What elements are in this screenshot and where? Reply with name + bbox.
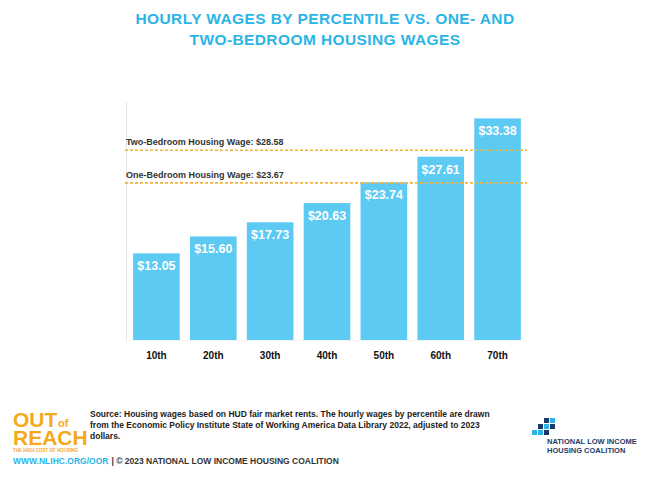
logo-square — [550, 418, 555, 423]
logo-square — [538, 430, 543, 435]
logo-square — [544, 424, 549, 429]
x-tick: 10th — [146, 340, 167, 361]
logo-square — [538, 424, 543, 429]
x-axis: 10th 20th 30th 40th 50th 60th 70th — [129, 340, 527, 361]
reference-line-label: One-Bedroom Housing Wage: $23.67 — [126, 170, 284, 180]
x-tick-label: 40th — [317, 350, 338, 361]
footer-copyright: | © 2023 NATIONAL LOW INCOME HOUSING COA… — [111, 456, 338, 466]
x-tick: 40th — [317, 340, 338, 361]
bar — [247, 222, 294, 340]
title-line: HOURLY WAGES BY PERCENTILE VS. ONE- AND — [135, 10, 514, 27]
organization-name: HOUSING COALITION — [547, 446, 625, 455]
organization-name: NATIONAL LOW INCOME — [547, 437, 637, 446]
x-tick: 50th — [374, 340, 395, 361]
data-label: $27.61 — [422, 163, 460, 177]
data-labels: $13.05 $15.60 $17.73 $20.63 $23.74 $27.61 $33.… — [137, 124, 516, 273]
bars — [133, 118, 521, 340]
x-tick-label: 30th — [260, 350, 281, 361]
bar — [190, 236, 237, 340]
x-tick: 20th — [203, 340, 224, 361]
x-tick: 70th — [487, 340, 508, 361]
reference-line-label: Two-Bedroom Housing Wage: $28.58 — [126, 137, 284, 147]
reference-line — [125, 182, 527, 184]
x-tick-label: 60th — [430, 350, 451, 361]
data-label: $17.73 — [251, 228, 289, 242]
organization-logo: NATIONAL LOW INCOMEHOUSING COALITION — [532, 418, 637, 455]
logo-tagline: THE HIGH COST OF HOUSING — [13, 448, 79, 453]
data-label: $13.05 — [137, 259, 175, 273]
bar — [417, 157, 464, 340]
source: Source: Housing wages based on HUD fair … — [90, 409, 510, 442]
x-tick-label: 10th — [146, 350, 167, 361]
logo-square — [544, 418, 549, 423]
bar — [133, 253, 180, 340]
bar — [361, 182, 408, 340]
chart: HOURLY WAGES BY PERCENTILE VS. ONE- AND T… — [0, 0, 650, 487]
x-tick: 30th — [260, 340, 281, 361]
reference-line — [125, 149, 527, 151]
report-logo: OUTofREACHTHE HIGH COST OF HOUSING — [13, 408, 88, 453]
x-tick-label: 20th — [203, 350, 224, 361]
logo-word: REACH — [13, 426, 88, 449]
bar — [474, 118, 521, 340]
x-tick-label: 50th — [374, 350, 395, 361]
x-tick: 60th — [430, 340, 451, 361]
footer: WWW.NLIHC.ORG/OOR| © 2023 NATIONAL LOW I… — [13, 456, 339, 466]
x-tick-label: 70th — [487, 350, 508, 361]
logo-square — [544, 430, 549, 435]
data-label: $20.63 — [308, 209, 346, 223]
data-label: $23.74 — [365, 188, 403, 202]
bar — [304, 203, 351, 340]
reference-lines: Two-Bedroom Housing Wage: $28.58 One-Bedr… — [125, 137, 527, 183]
x-axis-line — [129, 340, 527, 341]
title: HOURLY WAGES BY PERCENTILE VS. ONE- AND T… — [135, 10, 514, 48]
data-label: $33.38 — [478, 124, 516, 138]
footer-url: WWW.NLIHC.ORG/OOR — [13, 456, 108, 466]
title-line: TWO-BEDROOM HOUSING WAGES — [190, 31, 461, 48]
data-label: $15.60 — [194, 242, 232, 256]
logo-square — [550, 424, 555, 429]
logo-square — [532, 430, 537, 435]
